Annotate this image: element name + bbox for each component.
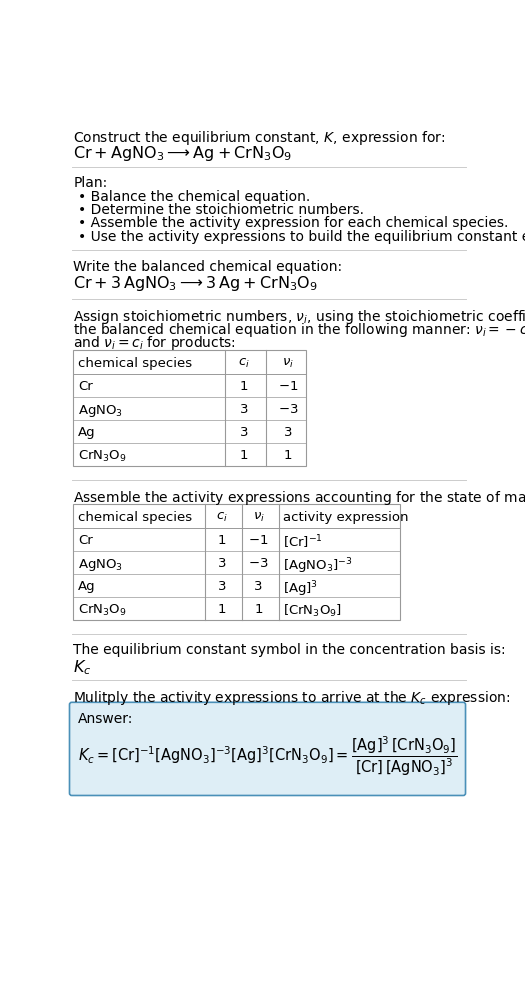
Text: CrN$_3$O$_9$: CrN$_3$O$_9$ bbox=[78, 449, 127, 464]
Bar bbox=[74, 504, 400, 620]
Text: Mulitply the activity expressions to arrive at the $K_c$ expression:: Mulitply the activity expressions to arr… bbox=[74, 689, 511, 708]
Text: $-1$: $-1$ bbox=[248, 533, 269, 546]
Text: Plan:: Plan: bbox=[74, 176, 108, 191]
Text: 3: 3 bbox=[218, 556, 226, 570]
Text: $\nu_i$: $\nu_i$ bbox=[253, 511, 265, 524]
Text: $K_c$: $K_c$ bbox=[74, 658, 92, 677]
Text: CrN$_3$O$_9$: CrN$_3$O$_9$ bbox=[78, 603, 127, 618]
Text: 3: 3 bbox=[239, 403, 248, 415]
Text: 1: 1 bbox=[218, 533, 226, 546]
Text: $-3$: $-3$ bbox=[278, 403, 298, 415]
Text: • Determine the stoichiometric numbers.: • Determine the stoichiometric numbers. bbox=[78, 204, 364, 218]
Text: $\nu_i$: $\nu_i$ bbox=[282, 357, 294, 370]
Text: Cr: Cr bbox=[78, 533, 93, 546]
Text: AgNO$_3$: AgNO$_3$ bbox=[78, 556, 123, 573]
Text: chemical species: chemical species bbox=[78, 511, 192, 523]
Text: chemical species: chemical species bbox=[78, 357, 192, 370]
Text: 3: 3 bbox=[218, 580, 226, 593]
Text: 1: 1 bbox=[218, 603, 226, 616]
Text: the balanced chemical equation in the following manner: $\nu_i = -c_i$ for react: the balanced chemical equation in the fo… bbox=[74, 322, 525, 339]
Text: $[\mathrm{CrN_3O_9}]$: $[\mathrm{CrN_3O_9}]$ bbox=[284, 603, 342, 619]
Text: 1: 1 bbox=[284, 449, 292, 462]
Text: • Assemble the activity expression for each chemical species.: • Assemble the activity expression for e… bbox=[78, 217, 508, 231]
Text: Assemble the activity expressions accounting for the state of matter and $\nu_i$: Assemble the activity expressions accoun… bbox=[74, 489, 525, 507]
Text: Cr: Cr bbox=[78, 380, 93, 393]
Text: 1: 1 bbox=[239, 380, 248, 393]
Text: Construct the equilibrium constant, $K$, expression for:: Construct the equilibrium constant, $K$,… bbox=[74, 129, 446, 146]
FancyBboxPatch shape bbox=[69, 703, 466, 795]
Text: AgNO$_3$: AgNO$_3$ bbox=[78, 403, 123, 418]
Text: $-3$: $-3$ bbox=[248, 556, 269, 570]
Text: $\mathrm{Cr + 3\,AgNO_3 \longrightarrow 3\,Ag + CrN_3O_9}$: $\mathrm{Cr + 3\,AgNO_3 \longrightarrow … bbox=[74, 274, 318, 293]
Text: Ag: Ag bbox=[78, 426, 96, 438]
Text: Assign stoichiometric numbers, $\nu_i$, using the stoichiometric coefficients, $: Assign stoichiometric numbers, $\nu_i$, … bbox=[74, 308, 525, 326]
Text: $\mathrm{Cr + AgNO_3 \longrightarrow Ag + CrN_3O_9}$: $\mathrm{Cr + AgNO_3 \longrightarrow Ag … bbox=[74, 144, 292, 163]
Text: $-1$: $-1$ bbox=[278, 380, 298, 393]
Text: 3: 3 bbox=[254, 580, 263, 593]
Text: 3: 3 bbox=[239, 426, 248, 438]
Text: $K_c = [\mathrm{Cr}]^{-1} [\mathrm{AgNO_3}]^{-3} [\mathrm{Ag}]^3 [\mathrm{CrN_3O: $K_c = [\mathrm{Cr}]^{-1} [\mathrm{AgNO_… bbox=[78, 734, 457, 778]
Text: $[\mathrm{Ag}]^{3}$: $[\mathrm{Ag}]^{3}$ bbox=[284, 580, 319, 600]
Text: 3: 3 bbox=[284, 426, 292, 438]
Text: $[\mathrm{Cr}]^{-1}$: $[\mathrm{Cr}]^{-1}$ bbox=[284, 533, 323, 551]
Text: $[\mathrm{AgNO_3}]^{-3}$: $[\mathrm{AgNO_3}]^{-3}$ bbox=[284, 556, 353, 577]
Text: and $\nu_i = c_i$ for products:: and $\nu_i = c_i$ for products: bbox=[74, 335, 236, 352]
Text: The equilibrium constant symbol in the concentration basis is:: The equilibrium constant symbol in the c… bbox=[74, 643, 506, 657]
Text: Answer:: Answer: bbox=[78, 713, 133, 727]
Text: activity expression: activity expression bbox=[284, 511, 409, 523]
Text: $c_i$: $c_i$ bbox=[238, 357, 250, 370]
Text: • Balance the chemical equation.: • Balance the chemical equation. bbox=[78, 191, 310, 205]
Text: $c_i$: $c_i$ bbox=[216, 511, 228, 524]
Text: • Use the activity expressions to build the equilibrium constant expression.: • Use the activity expressions to build … bbox=[78, 230, 525, 244]
Bar bbox=[74, 351, 306, 466]
Text: 1: 1 bbox=[254, 603, 263, 616]
Text: Ag: Ag bbox=[78, 580, 96, 593]
Text: Write the balanced chemical equation:: Write the balanced chemical equation: bbox=[74, 260, 342, 273]
Text: 1: 1 bbox=[239, 449, 248, 462]
